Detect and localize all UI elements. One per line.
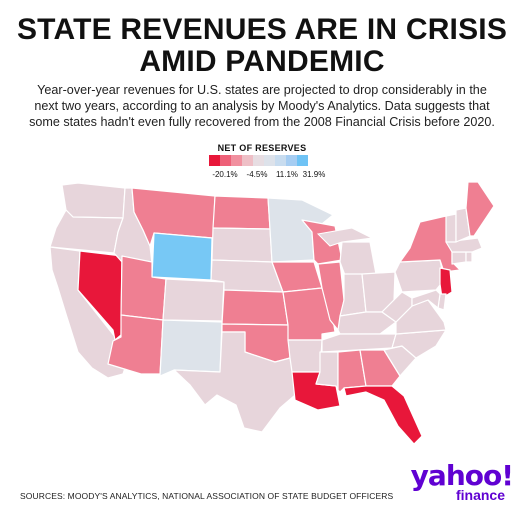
state-florida: [343, 385, 423, 445]
subtitle: Year-over-year revenues for U.S. states …: [20, 82, 504, 130]
state-north-dakota: [212, 195, 271, 230]
legend-swatch: [209, 155, 220, 166]
legend-swatch: [297, 155, 308, 166]
legend-label-low: -4.5%: [246, 170, 268, 179]
legend-label-high: 11.1%: [275, 170, 299, 179]
state-pennsylvania: [394, 259, 445, 293]
legend-title: NET OF RESERVES: [217, 143, 307, 153]
state-texas: [173, 331, 302, 433]
legend-swatch: [220, 155, 231, 166]
title-line-1: STATE REVENUES ARE IN CRISIS: [16, 13, 508, 46]
state-michigan: [339, 241, 377, 279]
legend-label-min: -20.1%: [212, 170, 238, 179]
state-wyoming: [151, 232, 213, 281]
state-kansas: [221, 289, 289, 326]
subtitle-line-1: Year-over-year revenues for U.S. states …: [37, 83, 487, 97]
legend-color-scale: [209, 155, 308, 166]
state-michigan: [316, 227, 374, 247]
state-colorado: [162, 278, 225, 322]
legend-swatch: [242, 155, 253, 166]
subtitle-line-2: next two years, according to an analysis…: [34, 99, 490, 113]
state-vermont: [445, 213, 457, 243]
page-title: STATE REVENUES ARE IN CRISIS AMID PANDEM…: [0, 14, 524, 78]
yahoo-finance-logo: yahoo! finance: [405, 459, 514, 503]
logo-subtext: finance: [455, 487, 505, 503]
legend-swatch: [275, 155, 286, 166]
state-georgia: [359, 349, 401, 387]
state-connecticut: [451, 251, 467, 265]
legend-swatch: [231, 155, 242, 166]
state-maryland: [411, 289, 441, 309]
title-line-2: AMID PANDEMIC: [139, 45, 385, 78]
legend-swatch: [286, 155, 297, 166]
sources-footnote: SOURCES: MOODY'S ANALYTICS, NATIONAL ASS…: [20, 491, 394, 501]
state-new-mexico: [159, 319, 223, 377]
subtitle-line-3: some states hadn't even fully recovered …: [29, 115, 495, 129]
legend-labels: -20.1% -4.5% 11.1% 31.9%: [0, 170, 524, 182]
state-south-dakota: [211, 227, 273, 263]
legend-swatch: [253, 155, 264, 166]
logo-wordmark: yahoo!: [410, 459, 514, 492]
state-rhode-island: [465, 251, 473, 263]
state-arkansas: [287, 339, 323, 373]
legend-label-max: 31.9%: [302, 170, 326, 179]
state-maine: [465, 181, 495, 237]
legend-swatch: [264, 155, 275, 166]
state-washington: [61, 182, 126, 219]
state-new-jersey: [439, 267, 453, 299]
